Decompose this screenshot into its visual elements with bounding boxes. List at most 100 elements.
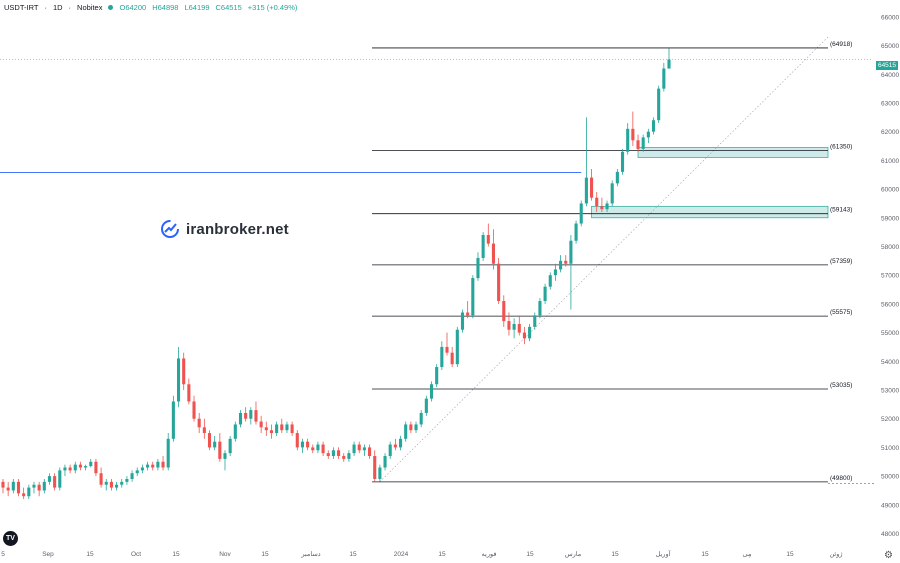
x-tick-label: 15 — [86, 551, 94, 558]
y-tick-label: 49000 — [881, 502, 899, 509]
candle-body — [651, 120, 656, 132]
candle-body — [590, 177, 594, 198]
candle-body — [481, 235, 485, 258]
x-tick-label: فوریه — [482, 551, 497, 558]
candle-body — [491, 243, 496, 264]
y-tick-label: 57000 — [881, 273, 899, 280]
candle-body — [512, 323, 516, 330]
candle-body — [151, 464, 155, 468]
y-tick-label: 53000 — [881, 388, 899, 395]
candle-body — [326, 453, 330, 457]
x-tick-label: 15 — [438, 551, 446, 558]
y-tick-label: 56000 — [881, 301, 899, 308]
support-zone — [637, 147, 829, 158]
x-tick-label: ژوئن — [829, 550, 843, 558]
candle-body — [316, 444, 320, 451]
candle-body — [522, 332, 526, 339]
candle-body — [476, 257, 480, 279]
low-value: L64199 — [184, 3, 210, 12]
x-tick-label: مارس — [565, 550, 582, 558]
y-tick-label: 65000 — [881, 43, 899, 50]
y-tick-label: 63000 — [881, 100, 899, 107]
candle-body — [58, 470, 62, 488]
current-price-tag: 64515 — [876, 61, 898, 70]
candle-body — [378, 467, 382, 479]
watermark-logo: iranbroker.net — [160, 219, 289, 239]
candle-body — [295, 433, 299, 448]
candle-body — [37, 484, 41, 491]
candle-body — [383, 456, 387, 468]
trend-line — [379, 36, 829, 483]
candle-body — [460, 312, 465, 330]
candle-body — [275, 424, 279, 434]
symbol-label[interactable]: USDT-IRT — [4, 3, 39, 12]
candle-body — [269, 430, 274, 434]
candle-body — [662, 68, 666, 89]
candle-body — [109, 481, 113, 488]
candle-body — [27, 487, 31, 497]
candle-body — [254, 410, 258, 422]
candle-body — [419, 412, 423, 425]
high-value: H64898 — [152, 3, 179, 12]
settings-gear-icon[interactable]: ⚙ — [884, 550, 893, 561]
candle-body — [574, 223, 578, 241]
candle-body — [331, 450, 335, 457]
tradingview-logo-icon[interactable]: TV — [3, 531, 18, 546]
candle-body — [528, 326, 532, 339]
candle-body — [197, 418, 201, 428]
candle-body — [538, 301, 542, 316]
exchange-label: Nobitex — [77, 3, 103, 12]
candles — [1, 48, 671, 500]
level-label: (55575) — [830, 309, 852, 316]
candle-body — [47, 476, 52, 482]
candle-body — [388, 444, 392, 457]
candle-body — [579, 203, 583, 224]
candle-body — [213, 441, 217, 448]
x-tick-label: آوریل — [656, 548, 672, 558]
x-axis: 5 Sep 15 Oct 15 Nov 15 دسامبر 15 2024 15 فوریه 15 مار… — [1, 548, 843, 558]
candle-body — [626, 128, 630, 152]
candle-body — [507, 321, 511, 330]
y-tick-label: 58000 — [881, 244, 899, 251]
level-label: (59143) — [830, 207, 852, 214]
x-tick-label: مِی — [743, 551, 752, 558]
x-tick-label: 15 — [349, 551, 357, 558]
candle-body — [42, 481, 46, 491]
candle-body — [631, 128, 635, 141]
interval-label[interactable]: 1D — [52, 3, 63, 12]
market-status-icon — [108, 5, 114, 10]
candle-body — [22, 493, 26, 497]
candle-body — [337, 450, 341, 457]
candle-body — [130, 473, 134, 479]
x-tick-label: 15 — [172, 551, 180, 558]
candle-body — [140, 467, 144, 471]
candle-body — [125, 478, 129, 482]
change-value: +315 (+0.49%) — [247, 3, 298, 12]
x-tick-label: دسامبر — [300, 550, 320, 558]
candle-body — [156, 461, 160, 468]
y-tick-label: 50000 — [881, 474, 899, 481]
candle-body — [429, 384, 434, 399]
candle-body — [435, 367, 439, 385]
x-tick-label: Sep — [42, 551, 54, 558]
candle-body — [94, 461, 98, 474]
candle-body — [78, 464, 82, 468]
candle-body — [264, 427, 268, 431]
candle-body — [502, 301, 506, 322]
y-tick-label: 51000 — [881, 445, 899, 452]
x-tick-label: 15 — [701, 551, 709, 558]
candle-body — [445, 346, 449, 353]
candle-body — [466, 312, 470, 316]
candle-body — [306, 441, 310, 448]
candle-body — [176, 358, 181, 402]
candle-body — [605, 203, 609, 210]
x-tick-label: 15 — [261, 551, 269, 558]
candle-body — [104, 481, 108, 485]
candle-body — [357, 444, 361, 451]
candle-body — [187, 384, 191, 402]
close-value: C64515 — [215, 3, 242, 12]
candle-body — [517, 323, 521, 333]
candle-body — [6, 487, 10, 491]
candle-body — [68, 467, 72, 471]
